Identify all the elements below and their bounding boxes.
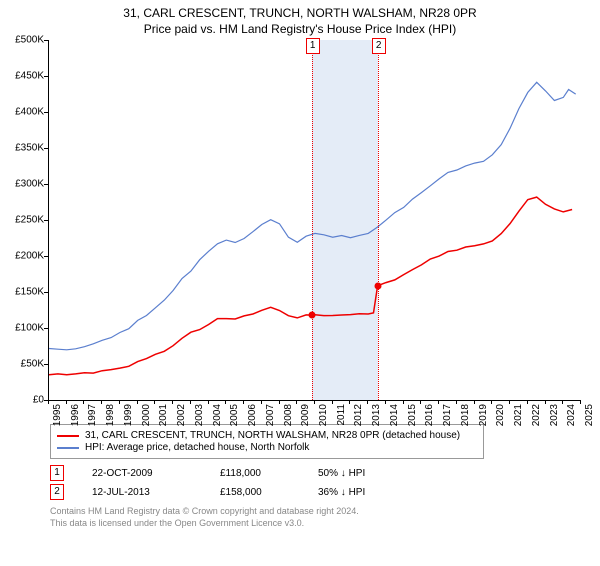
chart-marker: 1 (306, 38, 320, 54)
series-property (49, 197, 572, 375)
x-tick-label: 2005 (229, 404, 240, 434)
x-tick-label: 2011 (336, 404, 347, 434)
x-tick-label: 2024 (566, 404, 577, 434)
x-tick-label: 1999 (123, 404, 134, 434)
x-tick-label: 2006 (247, 404, 258, 434)
y-tick-label: £500K (4, 35, 44, 46)
y-tick-label: £400K (4, 107, 44, 118)
y-tick-label: £250K (4, 215, 44, 226)
legend-item-hpi: HPI: Average price, detached house, Nort… (57, 442, 477, 453)
y-tick-label: £50K (4, 359, 44, 370)
x-tick-label: 2018 (460, 404, 471, 434)
sale-date: 12-JUL-2013 (92, 487, 192, 498)
x-tick-label: 2003 (194, 404, 205, 434)
line-series (49, 40, 581, 400)
x-tick-label: 2025 (584, 404, 595, 434)
x-tick-label: 2010 (318, 404, 329, 434)
legend-swatch (57, 435, 79, 437)
legend-label: HPI: Average price, detached house, Nort… (85, 442, 309, 453)
y-tick-label: £100K (4, 323, 44, 334)
table-row: 1 22-OCT-2009 £118,000 50% ↓ HPI (50, 465, 600, 481)
x-tick-label: 2016 (424, 404, 435, 434)
x-tick-label: 2014 (389, 404, 400, 434)
x-tick-label: 2004 (212, 404, 223, 434)
plot: 12 (48, 40, 581, 401)
sale-price: £158,000 (220, 487, 290, 498)
y-tick-label: £150K (4, 287, 44, 298)
x-tick-label: 2008 (283, 404, 294, 434)
x-tick-label: 1995 (52, 404, 63, 434)
attribution: Contains HM Land Registry data © Crown c… (50, 506, 600, 529)
chart-area: 12 £0£50K£100K£150K£200K£250K£300K£350K£… (36, 40, 596, 420)
y-tick-label: £200K (4, 251, 44, 262)
sale-date: 22-OCT-2009 (92, 468, 192, 479)
sale-point-icon (308, 312, 315, 319)
sale-price: £118,000 (220, 468, 290, 479)
x-tick-label: 2015 (407, 404, 418, 434)
x-tick-label: 2020 (495, 404, 506, 434)
y-tick-label: £300K (4, 179, 44, 190)
sales-table: 1 22-OCT-2009 £118,000 50% ↓ HPI 2 12-JU… (50, 465, 600, 500)
title-subtitle: Price paid vs. HM Land Registry's House … (0, 22, 600, 36)
x-tick-label: 2007 (265, 404, 276, 434)
sale-marker-icon: 1 (50, 465, 64, 481)
attribution-line: This data is licensed under the Open Gov… (50, 518, 600, 530)
x-tick-label: 2001 (158, 404, 169, 434)
title-address: 31, CARL CRESCENT, TRUNCH, NORTH WALSHAM… (0, 6, 600, 20)
x-tick-label: 2023 (549, 404, 560, 434)
y-tick-label: £350K (4, 143, 44, 154)
x-tick-label: 2022 (531, 404, 542, 434)
sale-point-icon (374, 283, 381, 290)
x-tick-label: 2012 (353, 404, 364, 434)
x-tick-label: 2017 (442, 404, 453, 434)
x-tick-label: 2021 (513, 404, 524, 434)
x-tick-label: 1997 (87, 404, 98, 434)
x-tick-label: 2019 (478, 404, 489, 434)
sale-marker-icon: 2 (50, 484, 64, 500)
legend-swatch (57, 447, 79, 449)
x-tick-label: 1996 (70, 404, 81, 434)
sale-delta: 36% ↓ HPI (318, 487, 398, 498)
x-tick-label: 1998 (105, 404, 116, 434)
x-tick-label: 2013 (371, 404, 382, 434)
sale-delta: 50% ↓ HPI (318, 468, 398, 479)
y-tick-label: £450K (4, 71, 44, 82)
x-tick-label: 2000 (141, 404, 152, 434)
chart-marker: 2 (372, 38, 386, 54)
x-tick-label: 2009 (300, 404, 311, 434)
y-tick-label: £0 (4, 395, 44, 406)
table-row: 2 12-JUL-2013 £158,000 36% ↓ HPI (50, 484, 600, 500)
chart-container: 31, CARL CRESCENT, TRUNCH, NORTH WALSHAM… (0, 6, 600, 566)
x-tick-label: 2002 (176, 404, 187, 434)
attribution-line: Contains HM Land Registry data © Crown c… (50, 506, 600, 518)
